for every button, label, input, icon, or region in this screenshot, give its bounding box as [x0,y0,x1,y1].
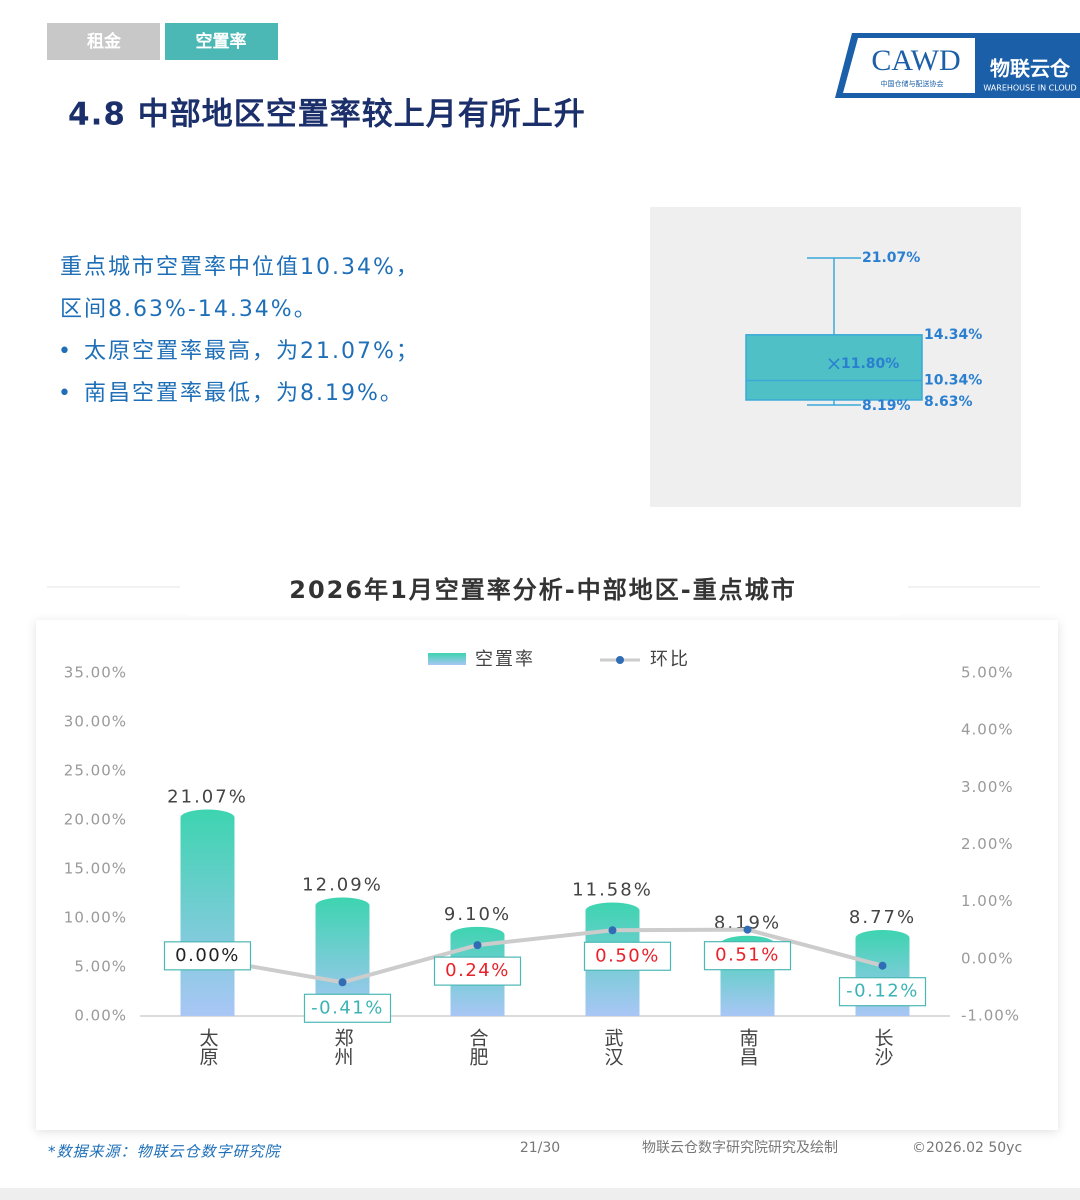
x-tick-label: 长沙 [872,1028,894,1066]
bullet-dot: • [58,381,73,406]
line-label-box [433,956,522,986]
title-pill [180,566,908,616]
x-tick-label: 武汉 [602,1028,624,1066]
y-tick-label: 0.00% [74,1007,127,1025]
logo-sub: 中国仓储与配送协会 [881,79,944,88]
credit: 物联云仓数字研究院研究及绘制 [642,1140,838,1156]
line-value-label: 0.00% [175,945,240,966]
y-tick-label: 5.00% [74,958,127,976]
y2-tick-label: 3.00% [961,778,1014,796]
brand-sub: WAREHOUSE IN CLOUD [983,84,1076,93]
chart-title: 2026年1月空置率分析-中部地区-重点城市 [289,576,796,604]
legend-marker [616,656,624,664]
legend-label: 环比 [650,649,690,670]
page-number: 21/30 [520,1140,560,1156]
legend-label: 空置率 [475,649,535,670]
y2-tick-label: -1.00% [961,1007,1020,1025]
bar-value-label: 12.09% [302,875,383,896]
bar-value-label: 9.10% [444,904,511,925]
bullet-dot: • [58,339,73,364]
line-point [338,978,347,987]
combo-chart: 0.00% 5.00% 10.00% 15.00% 20.00% 25.00% 30.00%… [64,649,1020,1066]
bar-value-label: 11.58% [572,880,653,901]
median-label: 10.34% [924,372,982,388]
y-tick-label: 35.00% [64,664,127,682]
bar [180,809,235,1016]
x-tick-label: 合肥 [467,1028,489,1066]
line-label-box [163,941,252,971]
tab-bg [47,23,160,60]
copyright: ©2026.02 50yc [912,1140,1022,1156]
tab[interactable]: 空置率 [196,31,247,52]
logo-inner [843,38,975,93]
max-label: 21.07% [862,250,920,266]
x-tick-label: 郑州 [332,1028,354,1066]
brand: 物联云仓 [990,57,1071,81]
y-tick-label: 30.00% [64,713,127,731]
line-point [878,961,887,970]
line-value-label: -0.41% [311,997,384,1018]
box-plot: 11.80% 21.07% 8.19% 14.34% 10.34% 8.63% [745,250,982,414]
bar-value-label: 8.77% [849,907,916,928]
logo-text: CAWD [871,44,960,77]
line-value-label: 0.24% [445,960,510,981]
line-point [608,926,617,935]
y-tick-label: 20.00% [64,811,127,829]
summary-bullet: 南昌空置率最低，为8.19%。 [84,381,404,406]
y2-tick-label: 5.00% [961,664,1014,682]
min-label: 8.19% [862,398,911,414]
q1-label: 8.63% [924,394,973,410]
x-tick-label: 南昌 [737,1028,759,1066]
mean-label: 11.80% [841,356,899,372]
mean-marker [828,358,840,370]
y-tick-label: 25.00% [64,762,127,780]
page-title: 4.8 中部地区空置率较上月有所上升 [68,97,586,133]
summary-line: 区间8.63%-14.34%。 [60,297,318,322]
line-label-box [703,941,792,971]
tab[interactable]: 租金 [87,31,122,52]
line-value-label: 0.50% [595,945,660,966]
tab-bg-active [165,23,278,60]
bar-value-label: 21.07% [167,787,248,808]
summary-line: 重点城市空置率中位值10.34%， [60,255,420,280]
y2-tick-label: 2.00% [961,835,1014,853]
box [745,334,923,401]
x-tick-label: 太原 [197,1028,219,1066]
source: *数据来源：物联云仓数字研究院 [48,1143,282,1161]
bar [315,897,370,1016]
bottom-strip [0,1188,1080,1200]
q3-label: 14.34% [924,327,982,343]
line-label-box [303,993,392,1023]
line-value-label: 0.51% [715,945,780,966]
y2-tick-label: 0.00% [961,949,1014,967]
legend-swatch [428,653,466,665]
y2-tick-label: 4.00% [961,721,1014,739]
line-point [473,941,482,950]
line-label-box [583,941,672,971]
summary-bullet: 太原空置率最高，为21.07%； [84,339,420,364]
line [207,927,884,985]
y-tick-label: 10.00% [64,909,127,927]
y-tick-label: 15.00% [64,860,127,878]
y2-tick-label: 1.00% [961,892,1014,910]
line-label-box [838,977,927,1007]
line-value-label: -0.12% [846,981,919,1002]
line-point [743,925,752,934]
